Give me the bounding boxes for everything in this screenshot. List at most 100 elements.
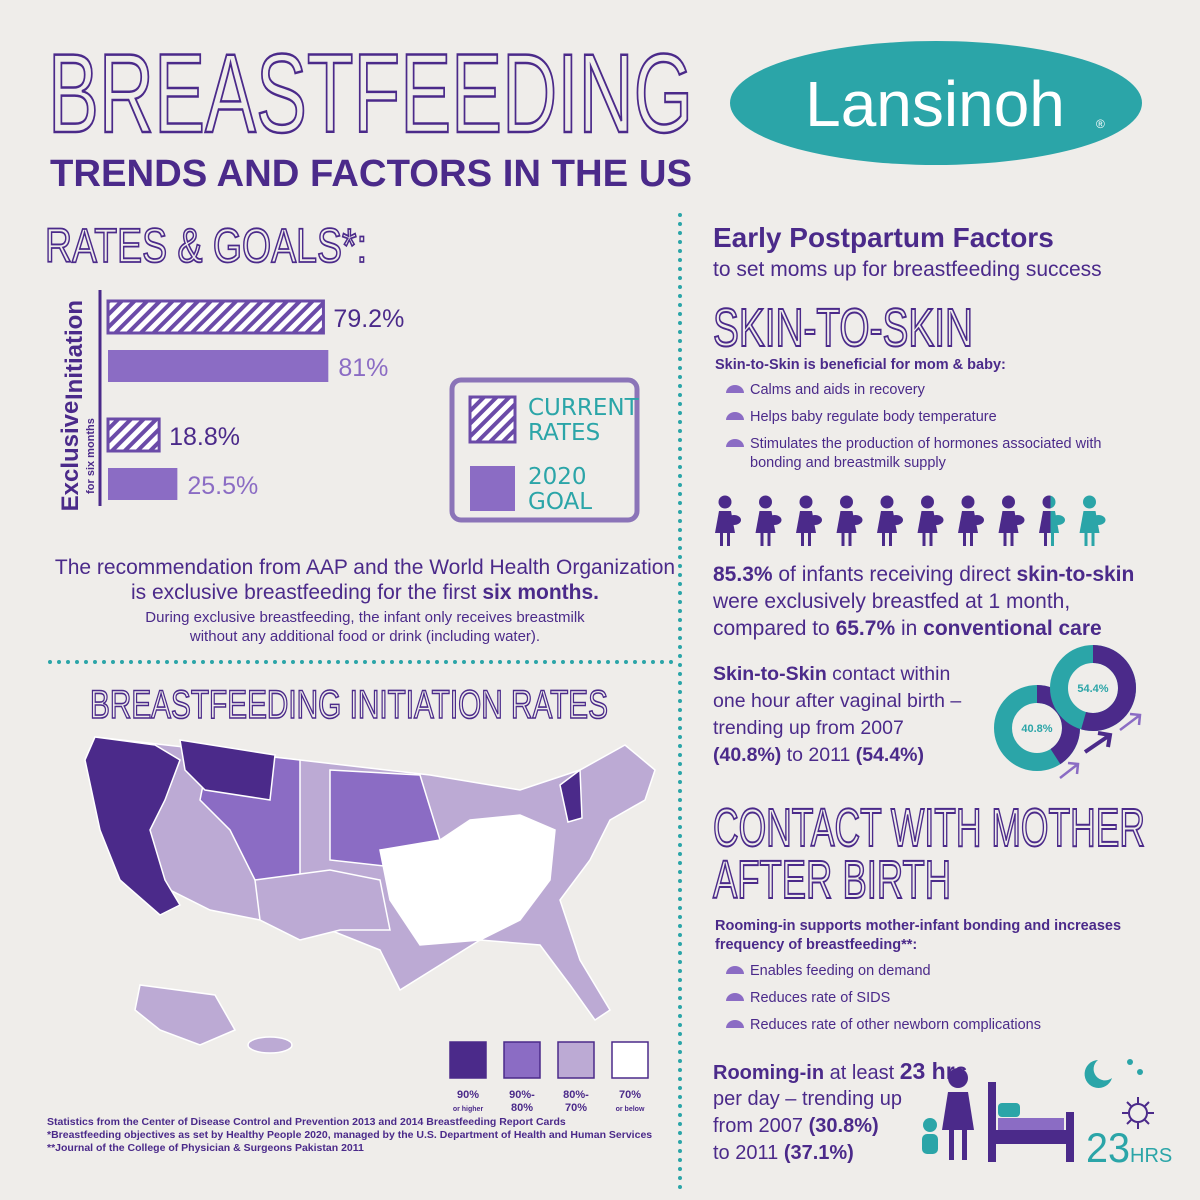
leg	[963, 533, 966, 546]
baby	[808, 515, 822, 525]
trend-line: per day – trending up	[713, 1088, 902, 1110]
legend-label: 2020 GOAL	[528, 464, 593, 515]
bullet-icons	[726, 385, 744, 447]
note-detail: During exclusive breastfeeding, the infa…	[145, 609, 585, 626]
value-label: 25.5%	[187, 472, 258, 500]
text: from 2007	[713, 1115, 809, 1137]
arrow	[1083, 731, 1113, 754]
head	[1042, 495, 1051, 509]
leg	[767, 533, 771, 546]
text: 85.3%	[713, 563, 773, 586]
footnote: Statistics from the Center of Disease Co…	[47, 1116, 566, 1128]
text: 65.7%	[836, 617, 896, 640]
bullet: Calms and aids in recovery	[750, 382, 926, 398]
text: conventional care	[923, 617, 1102, 640]
text: compared to	[713, 617, 836, 640]
section-subtitle: to set moms up for breastfeeding success	[713, 258, 1102, 281]
leg	[720, 533, 723, 546]
leg	[1084, 533, 1088, 546]
baby	[767, 515, 782, 525]
stat-line: compared to 65.7% in conventional care	[713, 617, 1102, 640]
map-legend-label: 70%	[565, 1102, 587, 1114]
value-label: 79.2%	[333, 305, 404, 333]
baby	[1010, 515, 1025, 525]
baby	[889, 515, 903, 525]
leg	[1044, 533, 1047, 546]
head	[1050, 495, 1056, 509]
leg	[727, 533, 730, 546]
donut-arc	[1050, 645, 1136, 731]
baby	[1091, 515, 1106, 525]
leg	[848, 533, 852, 546]
logo: Lansinoh	[805, 68, 1065, 140]
baby	[929, 515, 944, 525]
bullet: bonding and breastmilk supply	[750, 455, 947, 471]
leg	[922, 533, 926, 546]
leg	[841, 533, 845, 546]
subtitle: TRENDS AND FACTORS IN THE US	[50, 153, 692, 195]
map-legend-swatch	[611, 1041, 649, 1079]
map-legend-label: 80%	[511, 1102, 533, 1114]
map-legend-swatch	[449, 1041, 487, 1079]
donut-arc	[994, 685, 1080, 771]
leg	[889, 533, 892, 546]
logo-badge	[730, 41, 1142, 165]
title: BREASTFEEDING	[48, 31, 693, 156]
baby	[1051, 515, 1065, 525]
infant-icons	[1050, 495, 1106, 546]
heading: SKIN-TO-SKIN	[713, 298, 973, 358]
head	[880, 495, 894, 509]
stat-line: were exclusively breastfed at 1 month,	[712, 590, 1070, 613]
category-label: Initiation	[61, 300, 88, 400]
map-legend-label: or below	[616, 1106, 645, 1113]
text: in	[895, 617, 923, 640]
head	[1002, 495, 1015, 509]
bar	[108, 350, 329, 382]
body	[1039, 511, 1051, 533]
value-label: 81%	[338, 354, 388, 382]
text: of infants receiving direct	[773, 563, 1017, 586]
bullet: Enables feeding on demand	[750, 963, 931, 979]
rooming-icons	[922, 1059, 1154, 1162]
donut-label: 40.8%	[1021, 723, 1052, 735]
bullet: Helps baby regulate body temperature	[750, 409, 997, 425]
icon-hours: 23	[1086, 1124, 1130, 1171]
leg	[929, 533, 933, 546]
trend-line: Rooming-in at least 23 hrs	[713, 1058, 967, 1084]
head	[718, 495, 732, 509]
footnote: *Breastfeeding objectives as set by Heal…	[47, 1129, 652, 1141]
us-map	[84, 736, 656, 1054]
trend-line: from 2007 (30.8%)	[713, 1115, 879, 1137]
heading: AFTER BIRTH	[713, 850, 951, 910]
map-legend-swatch	[503, 1041, 541, 1079]
leg	[808, 533, 811, 546]
text: to 2011	[713, 1142, 784, 1164]
infant-icons	[715, 495, 1051, 546]
leg	[970, 533, 973, 546]
head	[759, 495, 772, 509]
text: is exclusive breastfeeding for the first	[131, 581, 482, 604]
baby	[970, 515, 984, 525]
category-note: for six months	[85, 418, 97, 494]
trend-line: trending up from 2007	[713, 717, 904, 739]
leg	[1003, 533, 1007, 546]
trend-line: one hour after vaginal birth –	[713, 690, 961, 712]
map-legend-label: 90%-	[509, 1089, 535, 1101]
leg	[1010, 533, 1014, 546]
text: The recommendation from AAP and the Worl…	[55, 556, 675, 579]
head	[921, 495, 934, 509]
text: six months.	[482, 581, 599, 604]
legend-label: CURRENT RATES	[528, 395, 639, 446]
text: (54.4%)	[856, 744, 924, 766]
icon-hours-unit: HRS	[1130, 1145, 1172, 1167]
leg	[801, 533, 804, 546]
map-legend-label: 70%	[619, 1089, 641, 1101]
baby	[848, 515, 863, 525]
intro: Skin-to-Skin is beneficial for mom & bab…	[715, 357, 1006, 373]
arrows	[1059, 712, 1142, 779]
bullet: Reduces rate of SIDS	[750, 990, 890, 1006]
leg	[760, 533, 764, 546]
baby	[727, 515, 741, 525]
intro: frequency of breastfeeding**:	[715, 937, 917, 953]
